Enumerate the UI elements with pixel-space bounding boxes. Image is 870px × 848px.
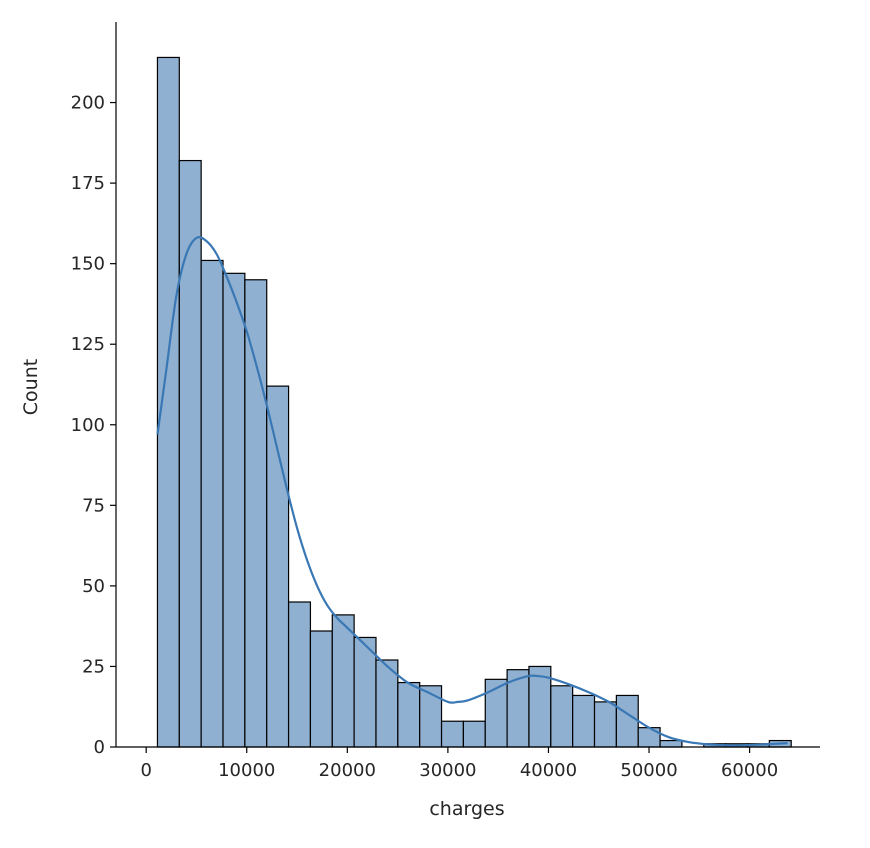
histogram-bar [244,279,268,748]
y-tick-label: 50 [82,576,105,597]
x-tick-label: 30000 [419,760,476,781]
y-tick-label: 75 [82,495,105,516]
histogram-bar [637,727,661,748]
kde-curve [156,236,788,747]
x-tick-label: 60000 [721,760,778,781]
y-tick-label: 200 [71,93,105,114]
x-tick-label: 50000 [620,760,677,781]
histogram-bar [462,720,486,748]
x-tick-label: 10000 [218,760,275,781]
y-axis-label: Count [20,359,42,415]
y-tick-label: 125 [71,334,105,355]
histogram-bar [266,385,290,748]
histogram-bar [156,56,180,748]
histogram-bar [178,159,202,748]
histogram-bar [309,630,333,748]
y-tick-label: 0 [94,737,105,758]
histogram-bar [550,685,574,748]
y-tick-label: 150 [71,254,105,275]
histogram-bar [440,720,464,748]
y-axis-ticks: 0 25 50 75 100 125 150 175 200 [71,93,116,758]
histogram-bar [593,701,617,748]
histogram-bar [615,694,639,748]
y-tick-label: 100 [71,415,105,436]
histogram-bar [287,601,312,748]
y-tick-label: 175 [71,173,105,194]
x-axis-label: charges [429,798,504,820]
histogram-bar [659,739,683,748]
histogram-bar [572,694,596,748]
y-tick-label: 25 [82,656,105,677]
x-tick-label: 40000 [520,760,577,781]
histogram-bar [397,681,421,748]
x-tick-label: 20000 [319,760,376,781]
histogram-bar [419,685,443,748]
x-axis-ticks: 0 10000 20000 30000 40000 50000 60000 [140,747,778,781]
histogram-bar [353,636,377,748]
histogram-bars [156,56,792,748]
histogram-bar [222,272,246,748]
histogram-bar [331,614,355,748]
x-tick-label: 0 [140,760,151,781]
histogram-bar [200,259,224,748]
